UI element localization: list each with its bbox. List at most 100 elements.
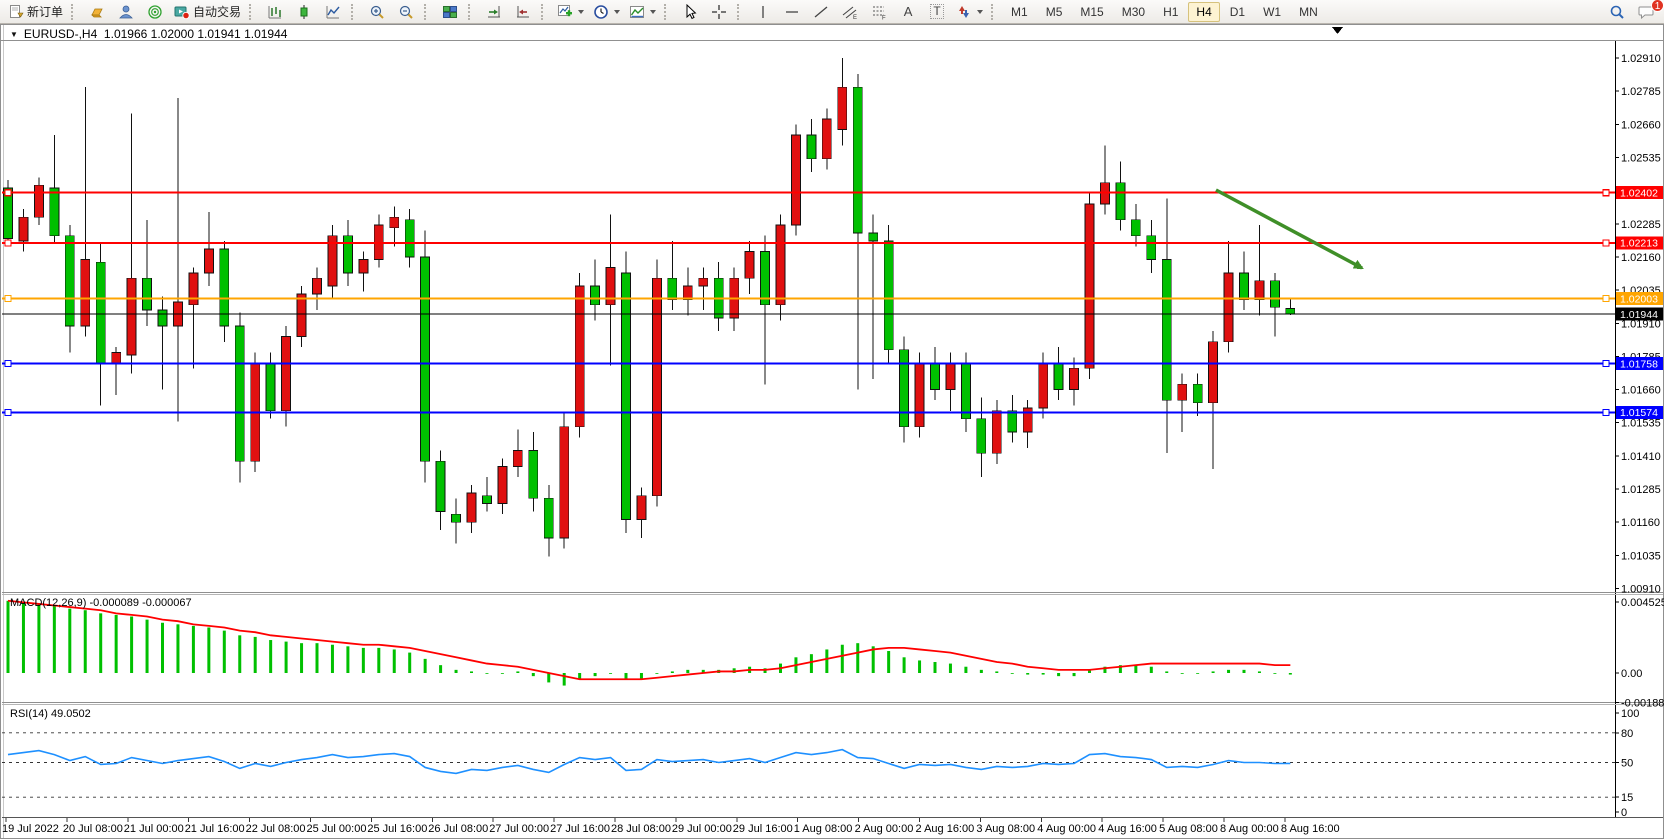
candle [806, 119, 817, 173]
date-tick-label: 25 Jul 00:00 [307, 823, 367, 835]
signals-button[interactable] [141, 1, 169, 23]
zoom-in-button[interactable] [363, 1, 391, 23]
tf-h1-button[interactable]: H1 [1163, 4, 1179, 19]
line-handle[interactable] [1602, 359, 1610, 368]
date-tick-label: 29 Jul 00:00 [672, 823, 732, 835]
candle [1177, 373, 1188, 433]
macd-bar [114, 614, 118, 673]
new-order-button[interactable]: 新订单 [4, 1, 67, 23]
tf-m5-button[interactable]: M5 [1045, 4, 1063, 19]
price-axis[interactable]: 1.02910 1.02785 1.02660 1.02535 1.02285 1.021… [1615, 53, 1664, 819]
macd-bar [1257, 671, 1261, 673]
search-button[interactable] [1603, 1, 1631, 23]
price-line-1.01574[interactable] [2, 408, 1615, 416]
line-handle[interactable] [4, 294, 12, 303]
tf-w1-button[interactable]: W1 [1263, 4, 1282, 19]
zoom-out-button[interactable] [392, 1, 420, 23]
price-line-1.02402[interactable] [2, 189, 1615, 197]
auto-scroll-button[interactable] [480, 1, 508, 23]
tf-mn-button[interactable]: MN [1299, 4, 1318, 19]
tf-m15-button[interactable]: M15 [1080, 4, 1104, 19]
tf-d1-button[interactable]: D1 [1229, 4, 1246, 19]
periods-button[interactable] [589, 1, 624, 23]
dropdown-caret-icon [650, 9, 657, 14]
arrows-button[interactable] [952, 1, 987, 23]
candle [682, 267, 693, 316]
cursor-button[interactable] [676, 1, 704, 23]
line-handle[interactable] [1602, 408, 1610, 416]
candle [49, 134, 60, 244]
line-handle[interactable] [4, 189, 12, 197]
candle [34, 177, 44, 226]
price-badge-label: 1.01758 [1620, 358, 1658, 370]
rsi-line [7, 748, 1291, 775]
line-handle[interactable] [1602, 189, 1610, 197]
macd-bar [516, 671, 520, 673]
candle [389, 206, 400, 247]
zoom-out-icon [399, 5, 413, 19]
vertical-line-button[interactable] [749, 1, 777, 23]
date-tick-label: 4 Aug 00:00 [1037, 823, 1096, 835]
price-badge [1616, 307, 1663, 321]
window-frame [0, 24, 1664, 839]
date-tick-label: 3 Aug 08:00 [976, 823, 1035, 835]
rsi-label: RSI(14) 49.0502 [10, 708, 91, 720]
date-tick-label: 19 Jul 2022 [2, 823, 59, 835]
favorites-button[interactable] [83, 1, 111, 23]
candle [451, 498, 461, 544]
line-handle[interactable] [1602, 294, 1610, 303]
indicators-icon [558, 4, 573, 16]
candle [899, 336, 909, 443]
fibonacci-button[interactable]: F [865, 1, 893, 23]
trendline-button[interactable] [807, 1, 835, 23]
tile-windows-button[interactable] [436, 1, 464, 23]
tf-m30-button[interactable]: M30 [1121, 4, 1146, 19]
autotrading-button[interactable]: 自动交易 [170, 1, 245, 23]
price-line-1.02213[interactable] [2, 239, 1615, 247]
price-line-1.01758[interactable] [2, 359, 1615, 368]
price-tick-label: 1.02660 [1621, 119, 1661, 131]
candle [435, 450, 446, 531]
line-chart-button[interactable] [319, 1, 347, 23]
price-tick-label: 1.02285 [1621, 219, 1661, 231]
candle [559, 413, 570, 549]
candle [852, 73, 863, 390]
price-line-1.02003[interactable] [2, 294, 1615, 303]
chart-shift-button[interactable] [509, 1, 537, 23]
line-handle[interactable] [4, 408, 12, 416]
line-handle[interactable] [4, 239, 12, 247]
date-axis[interactable]: 19 Jul 2022 20 Jul 08:00 21 Jul 00:00 21 Ju… [2, 818, 1340, 835]
candlestick-chart-button[interactable] [290, 1, 318, 23]
tf-m1-button[interactable]: M1 [1011, 4, 1028, 19]
macd-bar [315, 643, 319, 673]
title-collapse-icon[interactable]: ▼ [10, 29, 18, 39]
candle [821, 108, 832, 170]
tf-h4-button[interactable]: H4 [1188, 1, 1220, 22]
bar-chart-button[interactable] [261, 1, 289, 23]
indicators-button[interactable] [553, 1, 588, 23]
community-button[interactable] [112, 1, 140, 23]
candle [1146, 219, 1157, 273]
price-tick-label: 1.01410 [1621, 451, 1661, 463]
line-handle[interactable] [1602, 239, 1610, 247]
candle [713, 262, 724, 332]
horizontal-level-lines[interactable] [2, 189, 1615, 416]
candle [1239, 251, 1249, 310]
crosshair-button[interactable] [705, 1, 733, 23]
equidistant-channel-button[interactable]: E [836, 1, 864, 23]
toolbar-separator [541, 3, 547, 20]
horizontal-line-button[interactable] [778, 1, 806, 23]
line-handle[interactable] [4, 359, 12, 368]
macd-bar [68, 608, 72, 673]
macd-bar [1026, 673, 1030, 675]
macd-bar [840, 644, 844, 673]
text-button[interactable]: A [903, 4, 913, 19]
rsi-indicator [7, 748, 1291, 775]
chart-shift-marker[interactable] [1332, 27, 1343, 34]
trend-arrow-annotation[interactable] [1215, 188, 1364, 270]
templates-button[interactable] [625, 1, 660, 23]
svg-text:E: E [853, 15, 857, 20]
chat-button[interactable]: 1 [1632, 0, 1664, 23]
text-label-button[interactable]: T [923, 1, 951, 23]
